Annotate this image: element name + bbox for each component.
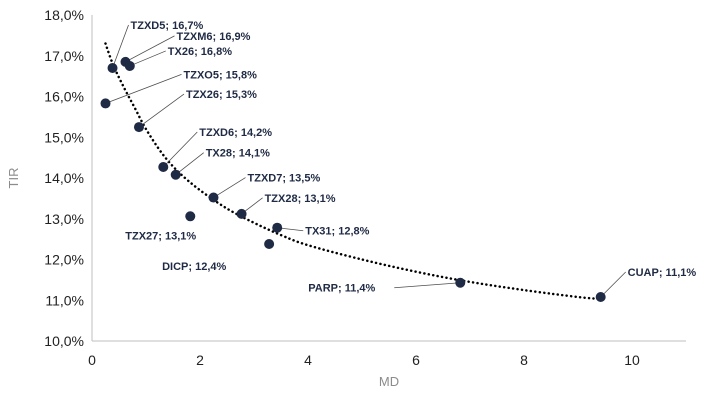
y-tick-label: 15,0% <box>44 129 84 145</box>
data-point <box>124 60 135 71</box>
data-point <box>158 161 169 172</box>
label-leader-line <box>600 271 626 298</box>
data-label: TZX27; 13,1% <box>125 230 196 242</box>
data-label: TZXD6; 14,2% <box>199 127 272 139</box>
data-label: TZXD5; 16,7% <box>131 20 204 32</box>
data-label: TX28; 14,1% <box>206 148 270 160</box>
label-leader-line <box>213 177 246 198</box>
label-leader-lines <box>105 24 626 298</box>
data-point <box>133 122 144 133</box>
y-tick-label: 16,0% <box>44 89 84 105</box>
data-point <box>107 62 118 73</box>
x-tick-label: 6 <box>412 352 420 368</box>
y-tick-label: 12,0% <box>44 252 84 268</box>
data-points <box>100 56 606 302</box>
data-point <box>208 192 219 203</box>
data-label: TZXO5; 15,8% <box>184 69 258 81</box>
y-axis-title: TIR <box>6 168 21 189</box>
data-label: TZXM6; 16,9% <box>176 31 250 43</box>
x-axis-title: MD <box>379 374 399 389</box>
data-label: CUAP; 11,1% <box>628 267 697 279</box>
y-tick-label: 17,0% <box>44 48 84 64</box>
x-tick-label: 4 <box>304 352 312 368</box>
label-leader-line <box>105 74 182 104</box>
label-leader-line <box>112 24 129 69</box>
data-label: PARP; 11,4% <box>308 283 375 295</box>
label-leader-line <box>125 35 175 63</box>
label-leader-line <box>175 152 204 176</box>
y-tick-label: 14,0% <box>44 170 84 186</box>
data-label: DICP; 12,4% <box>162 261 226 273</box>
data-label: TZXD7; 13,5% <box>248 173 321 185</box>
label-leader-line <box>162 131 198 168</box>
data-label: TX26; 16,8% <box>168 46 232 58</box>
label-leader-line <box>138 93 185 128</box>
data-point <box>455 277 466 288</box>
x-tick-label: 0 <box>88 352 96 368</box>
data-label: TZX28; 13,1% <box>265 193 336 205</box>
data-point <box>170 169 181 180</box>
label-leader-line <box>129 50 166 67</box>
data-point <box>264 239 275 250</box>
data-point <box>272 222 283 233</box>
data-point <box>185 211 196 222</box>
axes-layer <box>91 15 686 342</box>
label-leader-line <box>394 282 461 289</box>
y-tick-label: 18,0% <box>44 7 84 23</box>
data-label: TZX26; 15,3% <box>186 89 257 101</box>
data-point <box>100 98 111 109</box>
y-tick-label: 11,0% <box>45 292 84 308</box>
data-point <box>595 291 606 302</box>
data-labels: TZXD5; 16,7%TZXM6; 16,9% TX26; 16,8% TZXO5… <box>125 20 696 295</box>
y-tick-labels: 10,0% 11,0% 12,0% 13,0% 14,0% 15,0% 16,0% 17,0%… <box>44 7 84 349</box>
y-tick-label: 13,0% <box>44 211 84 227</box>
data-label: TX31; 12,8% <box>305 226 369 238</box>
x-tick-label: 10 <box>624 352 640 368</box>
data-point <box>236 208 247 219</box>
y-tick-label: 10,0% <box>44 333 84 349</box>
x-tick-label: 2 <box>196 352 204 368</box>
x-tick-labels: 0 2 4 6 8 10 <box>88 352 640 368</box>
x-tick-label: 8 <box>520 352 528 368</box>
